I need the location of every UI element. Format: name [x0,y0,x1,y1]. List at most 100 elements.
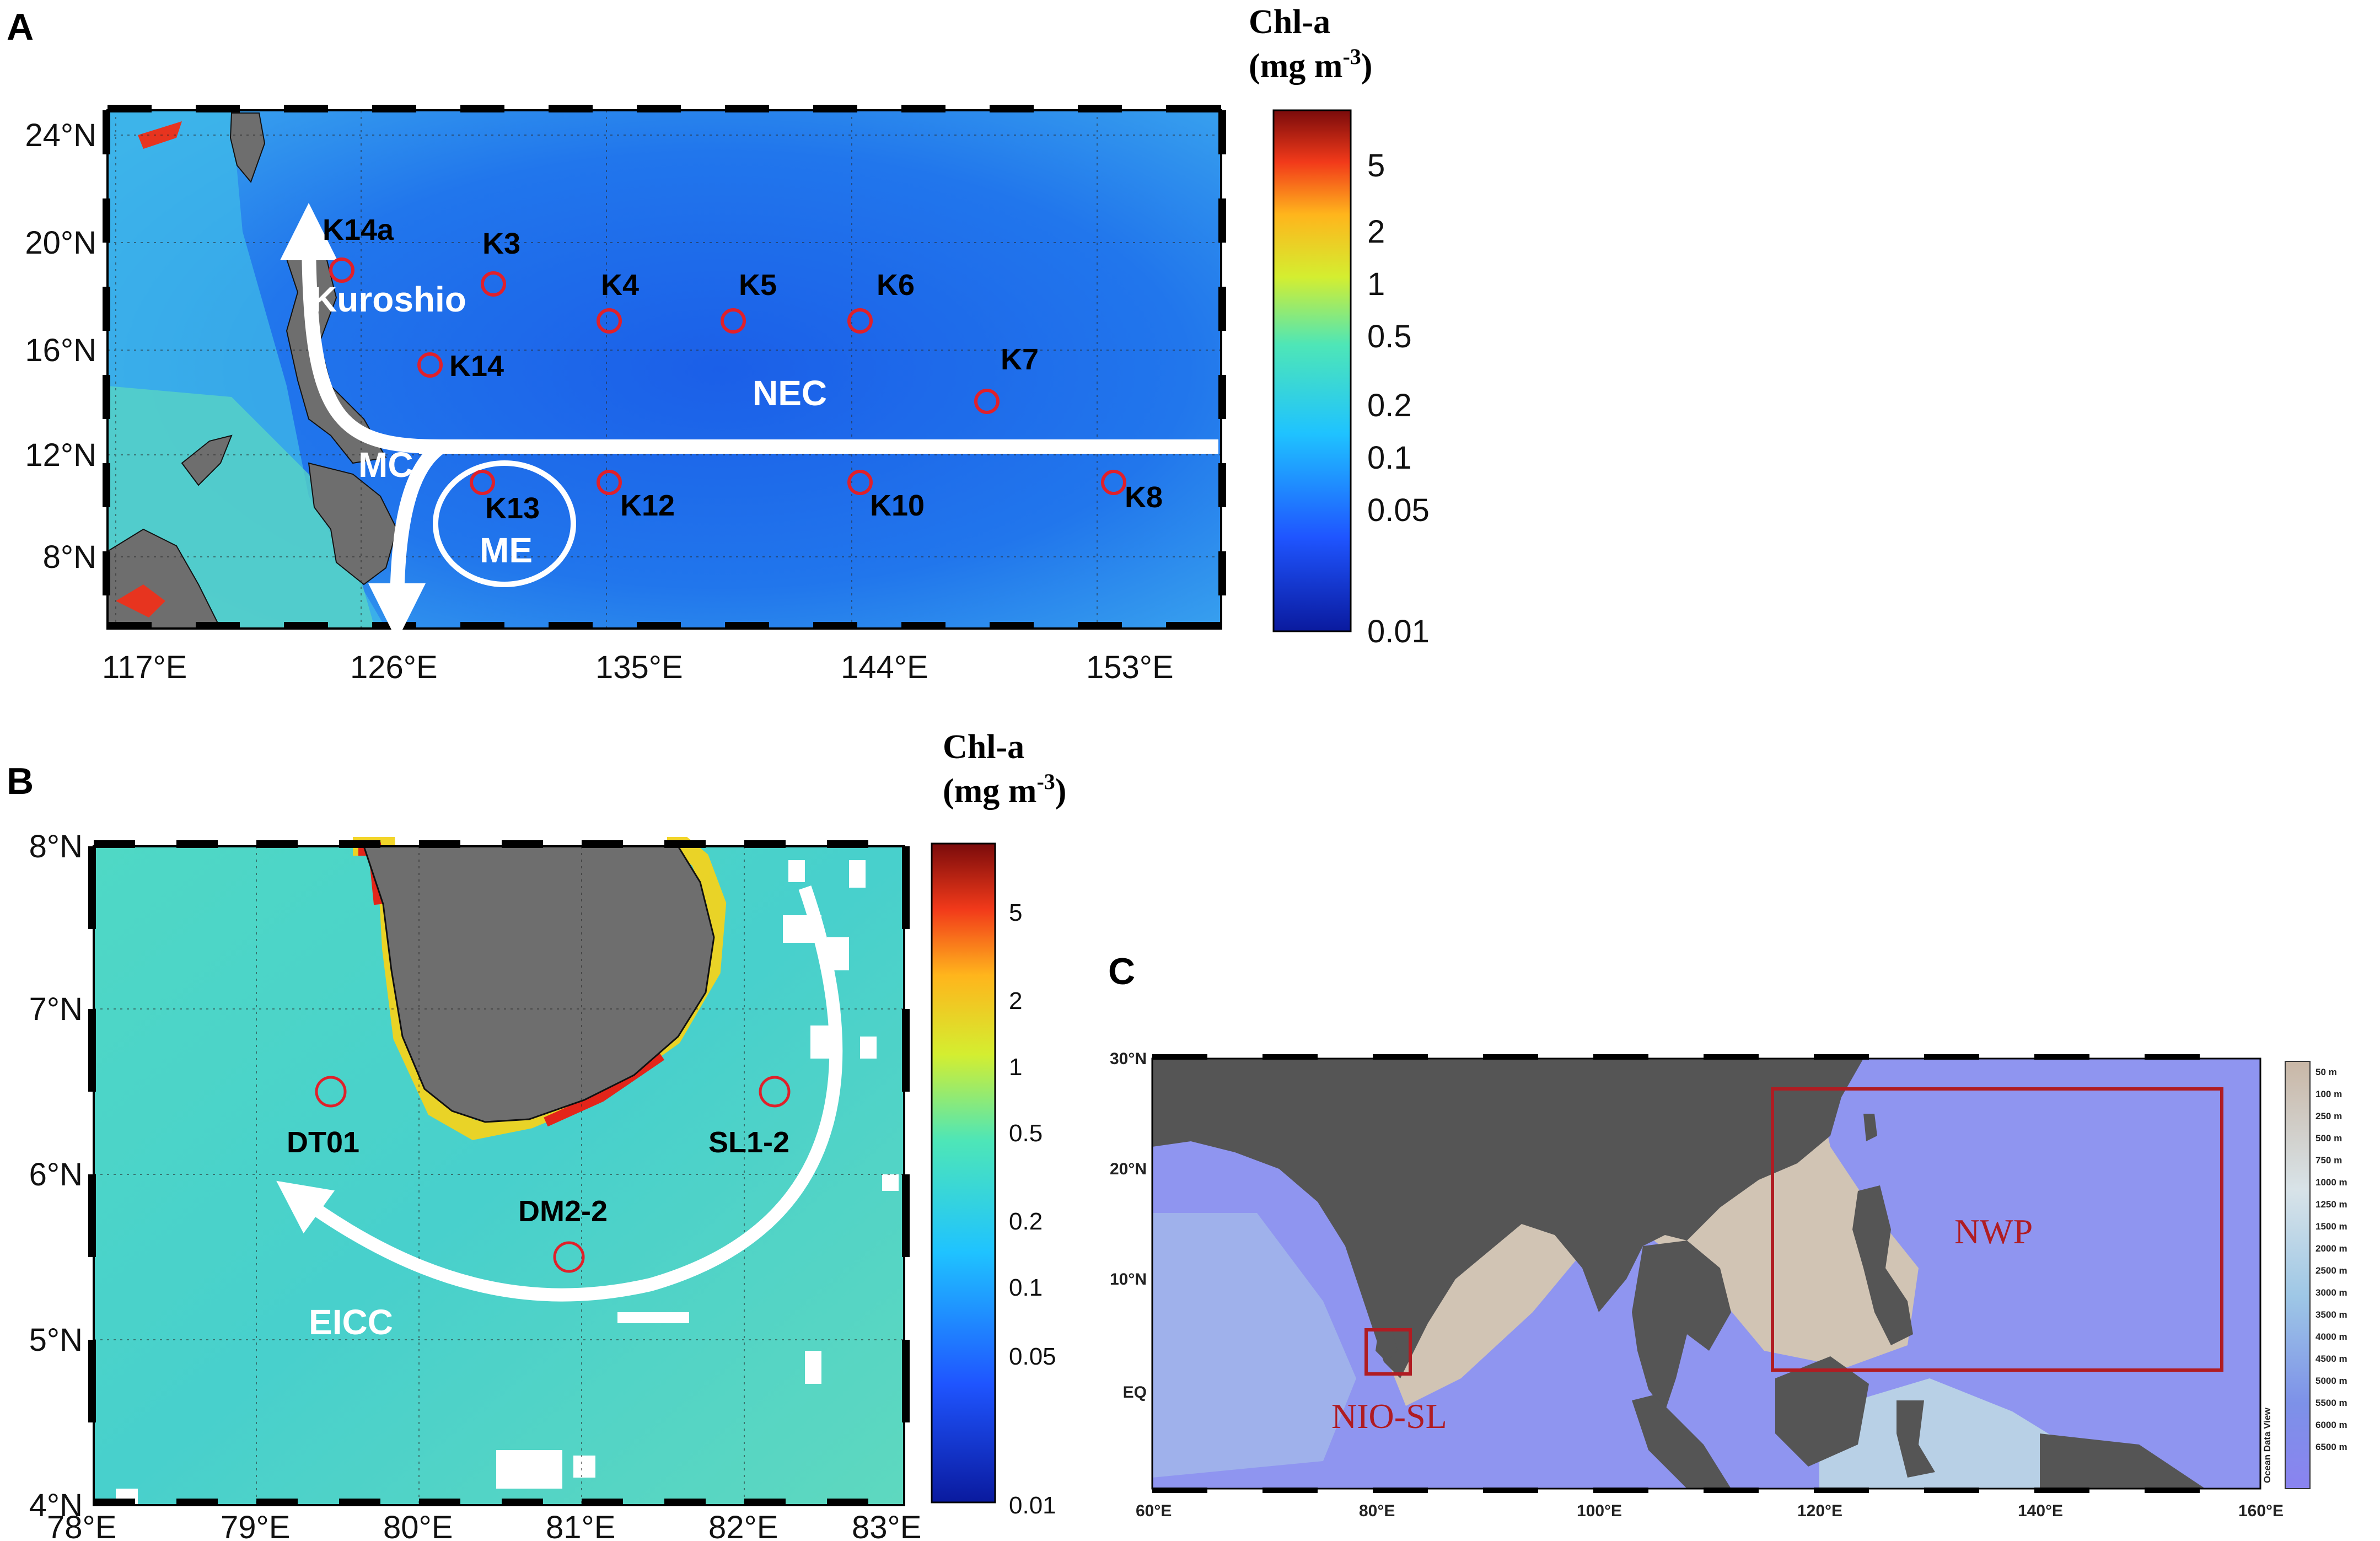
depth-tick: 2500 m [2315,1265,2347,1276]
panel-b-lat-ticks: 8°N 7°N 6°N 5°N 4°N [29,829,83,1523]
panel-c-land-indochina [1632,1241,1731,1411]
depth-tick: 750 m [2315,1155,2342,1166]
panel-a-lon-tick: 153°E [1086,649,1174,685]
panel-b-map: DT01 SL1-2 DM2-2 EICC [88,837,910,1506]
panel-a-colorbar: Chl-a (mg m-3) 5 2 1 0.5 0.2 0.1 0.05 0.… [1249,3,1430,649]
panel-b-cloud-mask [116,860,899,1505]
depth-tick: 6000 m [2315,1420,2347,1430]
panel-c-lon-tick: 100°E [1577,1502,1622,1520]
panel-c-lon-tick: 60°E [1136,1502,1172,1520]
station-k12-marker [597,470,622,495]
station-dt01-label: DT01 [287,1126,359,1159]
panel-b-colorbar: Chl-a (mg m-3) 5 2 1 0.5 0.2 0.1 0.05 0.… [931,728,1066,1519]
panel-a-kuroshio-arrow [280,203,442,454]
panel-a-lon-tick: 144°E [841,649,928,685]
panel-b-colorbar-tick: 1 [1009,1054,1022,1081]
panel-c-shelf-south [1819,1378,2084,1489]
depth-tick: 3000 m [2315,1287,2347,1298]
station-k5-marker [721,308,746,334]
panel-c: C NWP NIO-SL [1108,951,2347,1520]
panel-c-land-sulawesi [1897,1400,1935,1478]
panel-a-lon-tick: 117°E [102,649,187,685]
depth-tick: 1000 m [2315,1177,2347,1188]
station-k10-label: K10 [870,489,925,522]
panel-a-lat-ticks: 24°N 20°N 16°N 12°N 8°N [25,117,96,575]
depth-tick: 6500 m [2315,1442,2347,1452]
station-k8-label: K8 [1125,481,1163,514]
panel-b-colorbar-tick: 5 [1009,899,1022,926]
panel-c-lat-tick: 30°N [1110,1050,1147,1068]
panel-c-lon-tick: 160°E [2238,1502,2284,1520]
panel-b-lon-ticks: 78°E 79°E 80°E 81°E 82°E 83°E [47,1510,921,1541]
station-k6-label: K6 [877,269,915,302]
depth-tick: 250 m [2315,1111,2342,1121]
panel-a-me-eddy [433,460,576,587]
panel-b-colorbar-tick: 0.2 [1009,1208,1043,1235]
station-k14-marker [417,352,443,378]
panel-a-colorbar-tick: 0.01 [1367,614,1430,649]
current-me-label: ME [480,530,533,570]
station-sl1-2-marker [759,1076,791,1108]
depth-tick: 4000 m [2315,1331,2347,1342]
panel-a-lat-tick: 16°N [25,332,96,368]
panel-a-colorbar-title-line1: Chl-a [1249,3,1330,41]
depth-tick: 50 m [2315,1067,2337,1077]
panel-a-lat-tick: 12°N [25,437,96,473]
panel-c-lon-ticks: 60°E 80°E 100°E 120°E 140°E 160°E [1136,1502,2284,1520]
panel-a-colorbar-tick: 5 [1367,148,1385,184]
station-k7-marker [974,389,1000,414]
panel-c-land-new-guinea [2040,1433,2205,1489]
station-k6-marker [847,308,873,334]
panel-b-lon-tick: 83°E [852,1510,921,1541]
current-kuroshio-label: Kuroshio [311,280,466,319]
panel-b-colorbar-title-line1: Chl-a [943,728,1024,766]
panel-a-mc-arrow [368,441,445,641]
panel-b-colorbar-tick: 0.01 [1009,1492,1056,1519]
panel-c-lat-tick: 10°N [1110,1270,1147,1288]
station-k14a-label: K14a [323,213,394,246]
panel-b-letter: B [7,760,34,802]
panel-a: A [7,3,1430,685]
station-k5-label: K5 [739,269,777,302]
panel-a-lon-tick: 126°E [350,649,438,685]
region-nio-sl-label: NIO-SL [1331,1397,1447,1436]
panel-b-lon-tick: 82°E [708,1510,778,1541]
station-k10-marker [847,470,873,495]
station-dm2-2-label: DM2-2 [518,1195,608,1228]
current-nec-label: NEC [753,373,827,413]
panel-a-station-markers [329,257,1126,495]
panel-b-lat-tick: 7°N [29,991,83,1027]
current-mc-label: MC [358,445,413,485]
station-k14a-marker [329,257,354,283]
panel-c-lon-tick: 80°E [1359,1502,1395,1520]
station-sl1-2-label: SL1-2 [708,1126,789,1159]
station-k4-marker [597,308,622,334]
station-k7-label: K7 [1001,343,1039,376]
panel-a-land-palawan [181,434,233,486]
panel-a-colorbar-tick: 0.1 [1367,440,1412,476]
station-dm2-2-marker [553,1241,585,1273]
depth-tick: 3500 m [2315,1309,2347,1320]
panel-c-land-sumatra [1632,1395,1731,1489]
panel-c-land-sri-lanka [1376,1331,1398,1362]
panel-c-depth-legend: Ocean Data View 50 m 100 m 250 m 500 m 7… [2262,1061,2347,1489]
panel-a-lon-tick: 135°E [595,649,683,685]
region-nio-sl-box [1364,1328,1412,1376]
panel-a-colorbar-tick: 1 [1367,266,1385,302]
station-k4-label: K4 [601,269,639,302]
station-k13-marker [470,470,495,495]
panel-b-lon-tick: 81°E [546,1510,615,1541]
depth-tick: 2000 m [2315,1243,2347,1254]
panel-b-lon-tick: 80°E [383,1510,453,1541]
panel-a-land-visayas [308,462,398,586]
panel-a-land-taiwan [229,112,266,183]
panel-b-frame-ticks [88,840,910,1506]
station-k12-label: K12 [620,489,675,522]
ocean-data-view-watermark: Ocean Data View [2262,1408,2272,1483]
panel-a-lat-tick: 8°N [43,539,96,575]
panel-a-frame-ticks [103,105,1226,630]
panel-c-lat-ticks: 30°N 20°N 10°N EQ [1110,1050,1147,1402]
panel-c-land-philippines [1852,1185,1913,1345]
panel-c-land-borneo [1775,1356,1869,1467]
depth-tick: 5500 m [2315,1398,2347,1408]
